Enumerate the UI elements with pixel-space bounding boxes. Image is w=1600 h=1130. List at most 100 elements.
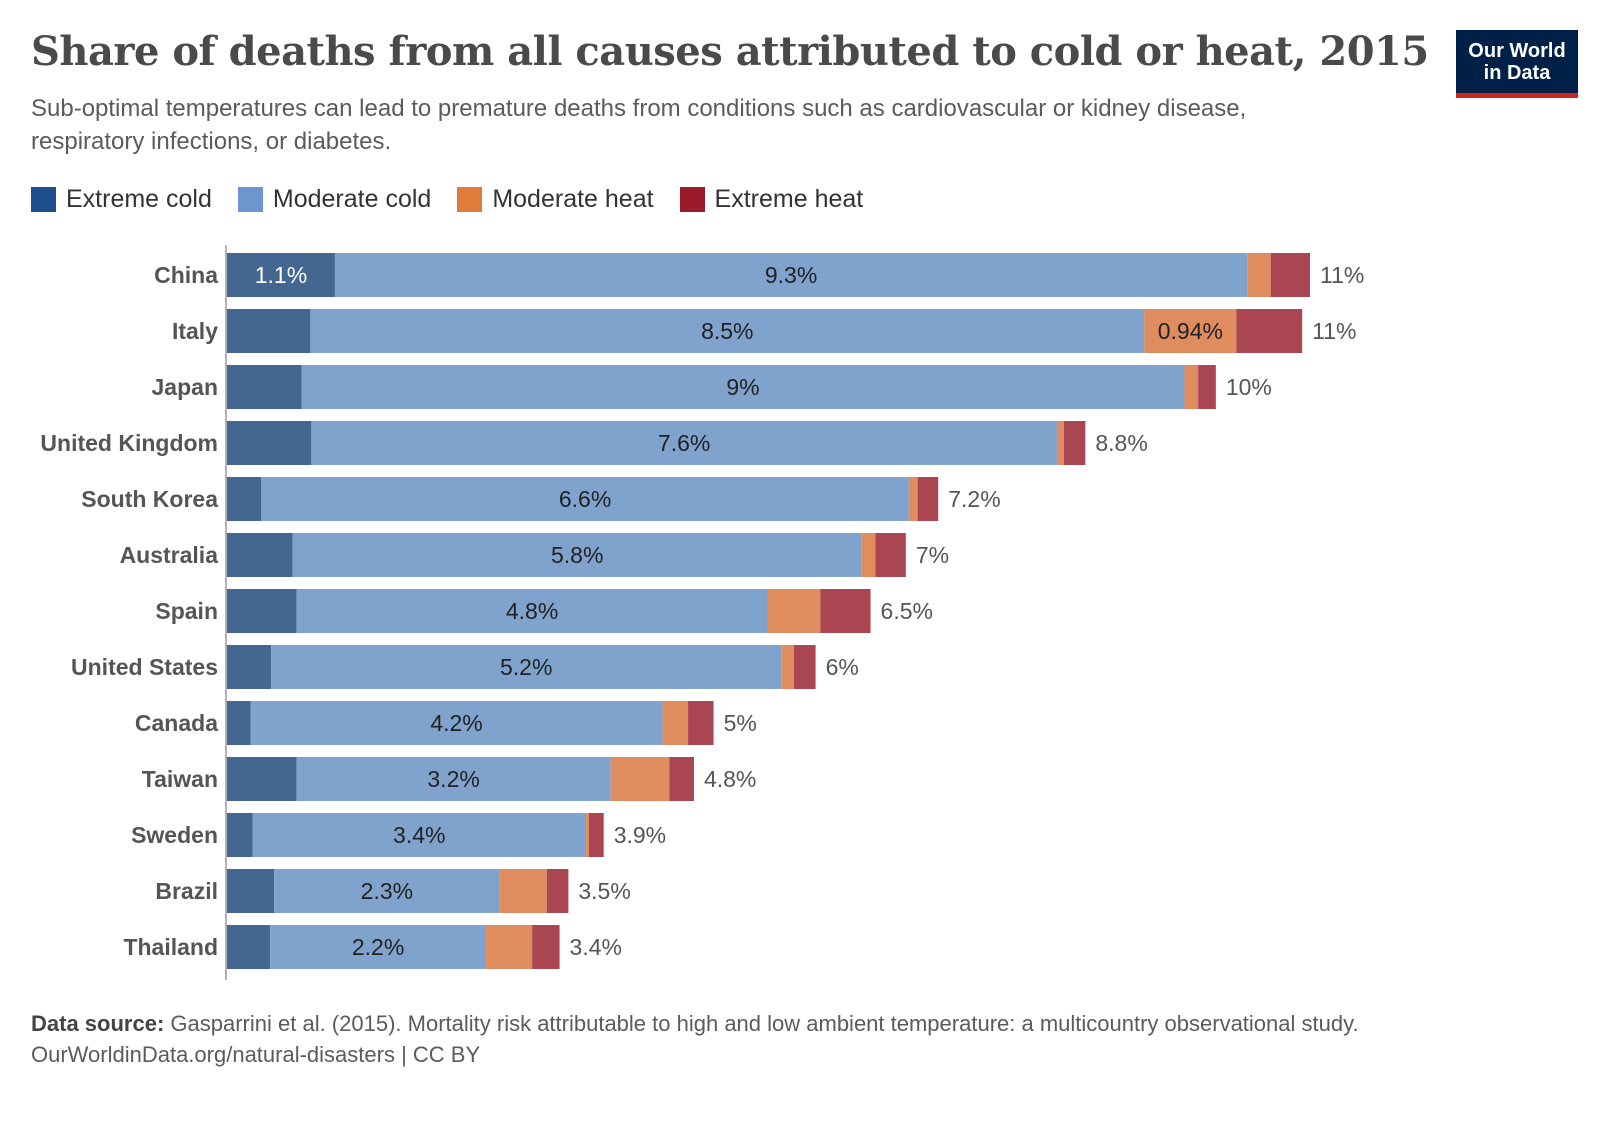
bar-segment (227, 925, 271, 969)
bar-segment (227, 365, 302, 409)
data-label: 8.5% (701, 318, 753, 344)
bar-segment (334, 253, 1248, 297)
bar-segment (227, 533, 293, 577)
bar-segment (1056, 421, 1064, 465)
source-text: Gasparrini et al. (2015). Mortality risk… (170, 1011, 1359, 1036)
bar-segment (1270, 253, 1311, 297)
legend: Extreme cold Moderate cold Moderate heat Ex… (31, 185, 863, 214)
category-label: United States (71, 654, 218, 680)
bar-segment (261, 477, 909, 521)
bar-segment (586, 813, 589, 857)
category-label: Taiwan (142, 766, 218, 792)
total-label: 3.4% (570, 934, 622, 960)
total-label: 6% (826, 654, 859, 680)
total-label: 7% (916, 542, 949, 568)
bar-segment (270, 925, 486, 969)
total-label: 11% (1320, 262, 1364, 288)
bar-chart: China 1.1% 9.3% 11% Italy 8.5% 0.94% 11% Japan 9%… (40, 245, 1364, 980)
data-label: 4.8% (506, 598, 558, 624)
category-label: South Korea (81, 486, 218, 512)
bar-segment (767, 589, 821, 633)
bar-segment (1247, 253, 1271, 297)
source-url[interactable]: OurWorldinData.org/natural-disasters | C… (31, 1042, 481, 1067)
bar-segment (296, 757, 611, 801)
total-label: 6.5% (881, 598, 933, 624)
data-label: 9.3% (765, 262, 817, 288)
category-label: Spain (155, 598, 218, 624)
category-label: Italy (172, 318, 218, 344)
bar-segment (252, 813, 587, 857)
total-label: 3.9% (614, 822, 666, 848)
total-label: 8.8% (1095, 430, 1147, 456)
source-label: Data source: (31, 1011, 165, 1036)
bar-segment (227, 589, 297, 633)
bar-segment (227, 701, 251, 745)
bar-segment (669, 757, 694, 801)
bar-segment (301, 365, 1185, 409)
bar-segment (227, 253, 335, 297)
category-label: Canada (135, 710, 218, 736)
data-label: 9% (726, 374, 759, 400)
category-label: Thailand (123, 934, 218, 960)
bar-segment (227, 813, 253, 857)
bar-segment (794, 645, 816, 689)
legend-item[interactable]: Moderate cold (237, 185, 431, 214)
data-label: 4.2% (430, 710, 482, 736)
logo-line-2: in Data (1483, 61, 1551, 84)
bar-segment (227, 645, 272, 689)
owid-logo[interactable]: Our World in Data (1456, 30, 1578, 98)
category-label: China (154, 262, 218, 288)
legend-item[interactable]: Moderate heat (457, 185, 654, 214)
bar-segment (271, 645, 782, 689)
total-label: 4.8% (704, 766, 756, 792)
bar-segment (1063, 421, 1086, 465)
bar-segment (1144, 309, 1237, 353)
bar-segment (875, 533, 906, 577)
bar-segment (917, 477, 939, 521)
legend-swatch (31, 187, 56, 212)
logo-line-1: Our World (1468, 39, 1566, 62)
data-label: 2.2% (352, 934, 404, 960)
data-label: 5.2% (500, 654, 552, 680)
bar-segment (227, 869, 275, 913)
bar-segment (292, 533, 862, 577)
legend-item[interactable]: Extreme cold (31, 185, 212, 214)
legend-swatch (457, 187, 483, 212)
chart-title: Share of deaths from all causes attribut… (31, 28, 1429, 75)
data-label: 1.1% (255, 262, 307, 288)
legend-swatch (679, 187, 705, 212)
data-label: 0.94% (1158, 318, 1223, 344)
bar-segment (781, 645, 795, 689)
category-label: Japan (152, 374, 218, 400)
data-label: 7.6% (658, 430, 710, 456)
bar-segment (296, 589, 768, 633)
bar-segment (532, 925, 560, 969)
data-label: 3.2% (427, 766, 479, 792)
category-label: United Kingdom (40, 430, 218, 456)
total-label: 7.2% (948, 486, 1000, 512)
bar-segment (861, 533, 876, 577)
chart-subtitle: Sub-optimal temperatures can lead to pre… (31, 95, 1247, 155)
bar-segment (227, 309, 311, 353)
bar-segment (250, 701, 663, 745)
bar-segment (227, 421, 312, 465)
bar-segment (274, 869, 500, 913)
bar-segment (311, 421, 1057, 465)
bar-segment (1236, 309, 1303, 353)
category-label: Australia (120, 542, 219, 568)
bar-segment (227, 477, 262, 521)
bar-segment (227, 757, 297, 801)
bar-segment (499, 869, 547, 913)
bar-segment (1184, 365, 1199, 409)
total-label: 11% (1312, 318, 1356, 344)
bar-segment (688, 701, 714, 745)
legend-item[interactable]: Extreme heat (679, 185, 863, 214)
data-label: 2.3% (361, 878, 413, 904)
total-label: 10% (1226, 374, 1272, 400)
legend-label: Extreme cold (66, 185, 212, 213)
data-label: 6.6% (559, 486, 611, 512)
total-label: 5% (724, 710, 757, 736)
category-label: Sweden (131, 822, 218, 848)
bar-segment (908, 477, 918, 521)
bar-segment (485, 925, 533, 969)
